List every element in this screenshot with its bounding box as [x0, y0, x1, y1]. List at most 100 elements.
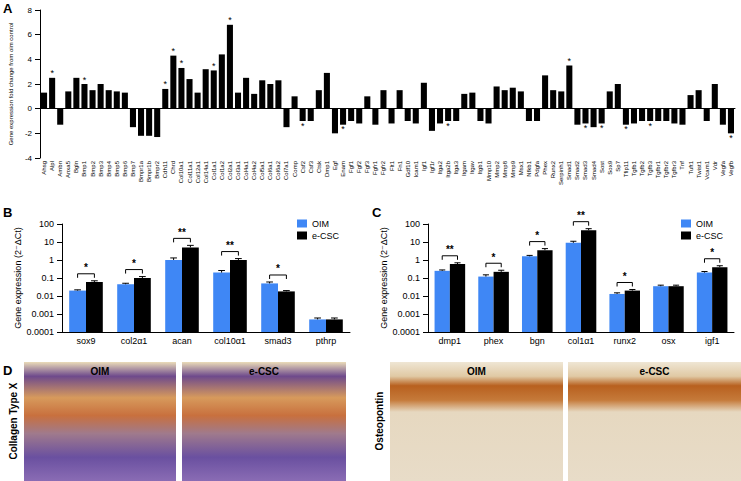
svg-text:*: * — [301, 121, 305, 131]
svg-text:Gene expression (2⁻ΔCt): Gene expression (2⁻ΔCt) — [13, 227, 23, 328]
svg-text:Col3a1: Col3a1 — [235, 160, 241, 180]
svg-text:e-CSC: e-CSC — [249, 366, 279, 377]
svg-text:D: D — [3, 363, 12, 378]
svg-text:0: 0 — [28, 104, 33, 113]
svg-text:*: * — [710, 247, 714, 258]
svg-text:sox9: sox9 — [76, 336, 95, 346]
svg-text:Col5a1: Col5a1 — [259, 160, 265, 180]
svg-text:0.01: 0.01 — [36, 291, 54, 301]
svg-text:Tgfbr3: Tgfbr3 — [671, 160, 677, 178]
svg-text:acan: acan — [172, 336, 192, 346]
svg-text:Chrd: Chrd — [170, 161, 176, 174]
svg-text:Ambn: Ambn — [57, 161, 63, 177]
svg-text:Itga2: Itga2 — [437, 160, 443, 174]
svg-text:Col2a1: Col2a1 — [227, 160, 233, 180]
svg-text:Itgam: Itgam — [461, 161, 467, 176]
svg-text:Tfip11: Tfip11 — [623, 160, 629, 177]
svg-text:Col4a2: Col4a2 — [251, 160, 257, 180]
svg-text:Fgf1: Fgf1 — [348, 160, 354, 173]
svg-text:4: 4 — [28, 55, 33, 64]
svg-text:100: 100 — [405, 219, 420, 229]
svg-text:Bmp7: Bmp7 — [130, 160, 136, 176]
svg-text:Tgfbr2: Tgfbr2 — [663, 160, 669, 178]
svg-text:Col6a1: Col6a1 — [267, 160, 273, 180]
svg-text:Col14a1: Col14a1 — [203, 160, 209, 183]
svg-text:Smad4: Smad4 — [591, 160, 597, 180]
svg-text:Msx1: Msx1 — [518, 160, 524, 175]
svg-text:-4: -4 — [25, 154, 33, 163]
svg-text:Fn1: Fn1 — [397, 160, 403, 171]
svg-text:B: B — [3, 205, 12, 220]
svg-text:Cdh11: Cdh11 — [162, 160, 168, 178]
svg-text:Bmpr1a: Bmpr1a — [138, 160, 144, 182]
svg-text:*: * — [50, 68, 54, 78]
svg-text:Vdr: Vdr — [712, 161, 718, 170]
svg-text:2: 2 — [28, 80, 33, 89]
svg-text:*: * — [212, 61, 216, 71]
svg-text:Serpinh1: Serpinh1 — [558, 160, 564, 185]
svg-text:0.1: 0.1 — [407, 273, 420, 283]
svg-text:*: * — [584, 123, 588, 133]
svg-text:smad3: smad3 — [264, 336, 291, 346]
svg-text:Runx2: Runx2 — [550, 160, 556, 178]
svg-text:10: 10 — [44, 237, 54, 247]
svg-text:*: * — [180, 58, 184, 68]
svg-text:Fgf2: Fgf2 — [356, 160, 362, 173]
svg-text:Col1a1: Col1a1 — [211, 160, 217, 180]
svg-text:0.01: 0.01 — [402, 291, 420, 301]
svg-text:Vegfa: Vegfa — [720, 160, 726, 176]
svg-text:*: * — [228, 15, 232, 25]
svg-text:Tuft1: Tuft1 — [688, 160, 694, 174]
svg-text:*: * — [172, 46, 176, 56]
svg-text:Smad1: Smad1 — [566, 160, 572, 180]
svg-text:col1α1: col1α1 — [568, 336, 595, 346]
svg-text:6: 6 — [28, 30, 33, 39]
svg-text:Bmp2: Bmp2 — [90, 160, 96, 176]
svg-text:dmp1: dmp1 — [439, 336, 462, 346]
svg-text:Ctsk: Ctsk — [316, 160, 322, 173]
svg-text:0.001: 0.001 — [31, 309, 54, 319]
svg-text:Sox9: Sox9 — [607, 160, 613, 174]
svg-text:pthrp: pthrp — [316, 336, 337, 346]
svg-text:Csf2: Csf2 — [300, 160, 306, 173]
svg-text:Tgfb2: Tgfb2 — [639, 160, 645, 176]
svg-text:-2: -2 — [25, 129, 33, 138]
svg-text:Mmp10: Mmp10 — [486, 160, 492, 181]
svg-text:Nfkb1: Nfkb1 — [526, 160, 532, 176]
svg-text:Bgln: Bgln — [73, 161, 79, 173]
svg-text:Itgb1: Itgb1 — [477, 160, 483, 174]
svg-text:OIM: OIM — [312, 219, 329, 229]
svg-text:Bmp4: Bmp4 — [106, 160, 112, 176]
svg-text:0.0001: 0.0001 — [26, 327, 54, 337]
svg-text:osx: osx — [661, 336, 676, 346]
svg-text:Bmp1: Bmp1 — [81, 160, 87, 176]
svg-text:Alpl: Alpl — [49, 161, 55, 171]
svg-text:Igf1: Igf1 — [421, 160, 427, 171]
svg-text:Col1a2: Col1a2 — [219, 160, 225, 180]
svg-text:C: C — [372, 205, 382, 220]
svg-text:Tgfbr1: Tgfbr1 — [655, 160, 661, 178]
svg-text:Col11a1: Col11a1 — [187, 160, 193, 183]
svg-text:Itga2b: Itga2b — [445, 160, 451, 177]
svg-text:Fgfr1: Fgfr1 — [372, 160, 378, 175]
svg-text:igf1: igf1 — [705, 336, 720, 346]
svg-text:1: 1 — [49, 255, 54, 265]
svg-text:*: * — [341, 124, 345, 134]
svg-text:8: 8 — [28, 6, 33, 15]
svg-text:e-CSC: e-CSC — [639, 366, 669, 377]
svg-text:A: A — [3, 1, 13, 16]
svg-text:10: 10 — [410, 237, 420, 247]
svg-text:Csf3: Csf3 — [308, 160, 314, 173]
svg-text:Tnf: Tnf — [679, 161, 685, 170]
svg-text:*: * — [83, 75, 87, 85]
svg-text:e-CSC: e-CSC — [312, 231, 340, 241]
svg-text:*: * — [535, 230, 539, 241]
svg-text:*: * — [132, 258, 136, 269]
svg-text:Anxa5: Anxa5 — [65, 160, 71, 178]
svg-text:Comp: Comp — [292, 160, 298, 177]
svg-text:0.001: 0.001 — [397, 309, 420, 319]
svg-text:*: * — [568, 56, 572, 66]
svg-text:Gene expression fold change fr: Gene expression fold change from oim con… — [8, 23, 14, 146]
svg-text:**: ** — [577, 210, 585, 221]
svg-text:**: ** — [226, 240, 234, 251]
